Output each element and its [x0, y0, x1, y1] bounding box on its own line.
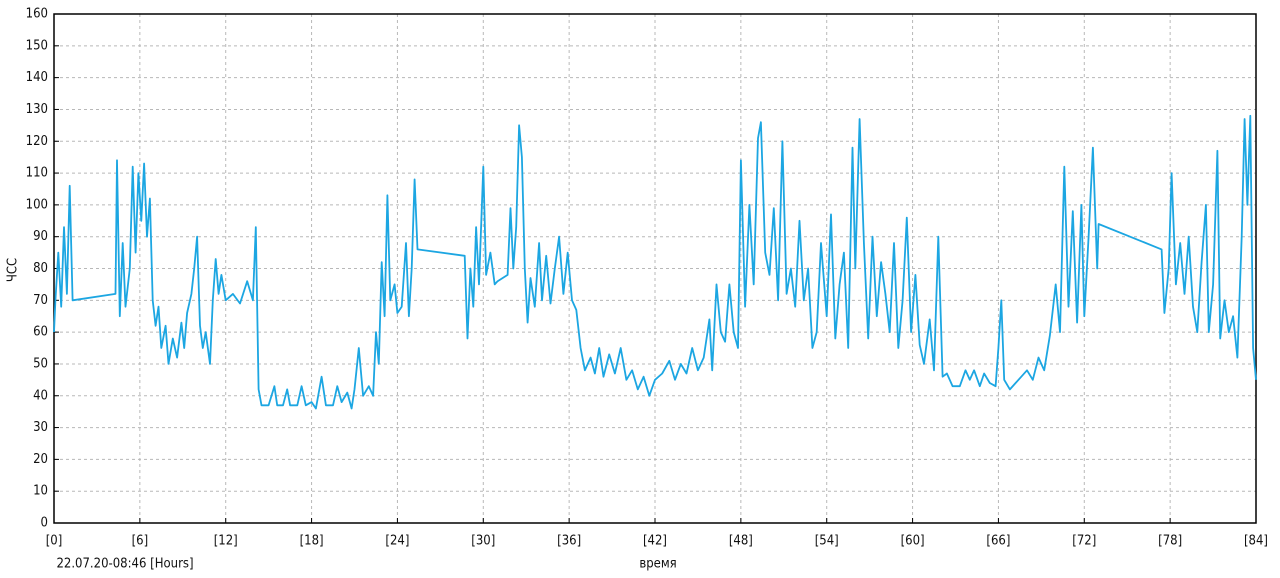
time-annotation: 22.07.20-08:46 [Hours]: [56, 557, 193, 572]
x-tick-label: [18]: [300, 534, 324, 549]
y-tick-label: 20: [33, 452, 48, 467]
y-tick-label: 140: [26, 70, 48, 85]
y-tick-label: 90: [33, 229, 48, 244]
x-tick-label: [60]: [901, 534, 925, 549]
x-tick-label: [66]: [986, 534, 1010, 549]
x-tick-label: [0]: [46, 534, 63, 549]
x-tick-label: [6]: [132, 534, 149, 549]
y-tick-label: 110: [26, 166, 48, 181]
x-tick-label: [48]: [729, 534, 753, 549]
x-axis-label: время: [639, 557, 676, 572]
plot-frame: [53, 13, 1257, 524]
y-tick-label: 60: [33, 325, 48, 340]
x-tick-label: [24]: [385, 534, 409, 549]
heart-rate-line: [53, 114, 1257, 410]
y-tick-label: 130: [26, 102, 48, 117]
y-tick-label: 0: [41, 516, 48, 531]
y-axis-label: ЧСС: [6, 258, 21, 282]
y-tick-label: 50: [33, 356, 48, 371]
y-tick-label: 120: [26, 134, 48, 149]
y-tick-label: 100: [26, 197, 48, 212]
y-tick-label: 80: [33, 261, 48, 276]
x-tick-label: [84]: [1244, 534, 1268, 549]
x-tick-label: [78]: [1158, 534, 1182, 549]
y-tick-label: 10: [33, 484, 48, 499]
y-tick-label: 30: [33, 420, 48, 435]
x-tick-label: [12]: [214, 534, 238, 549]
y-tick-label: 150: [26, 38, 48, 53]
x-tick-label: [42]: [643, 534, 667, 549]
y-tick-label: 160: [26, 7, 48, 22]
x-tick-label: [36]: [557, 534, 581, 549]
x-tick-label: [54]: [815, 534, 839, 549]
x-tick-label: [30]: [471, 534, 495, 549]
y-tick-label: 70: [33, 293, 48, 308]
x-tick-label: [72]: [1072, 534, 1096, 549]
y-tick-label: 40: [33, 388, 48, 403]
